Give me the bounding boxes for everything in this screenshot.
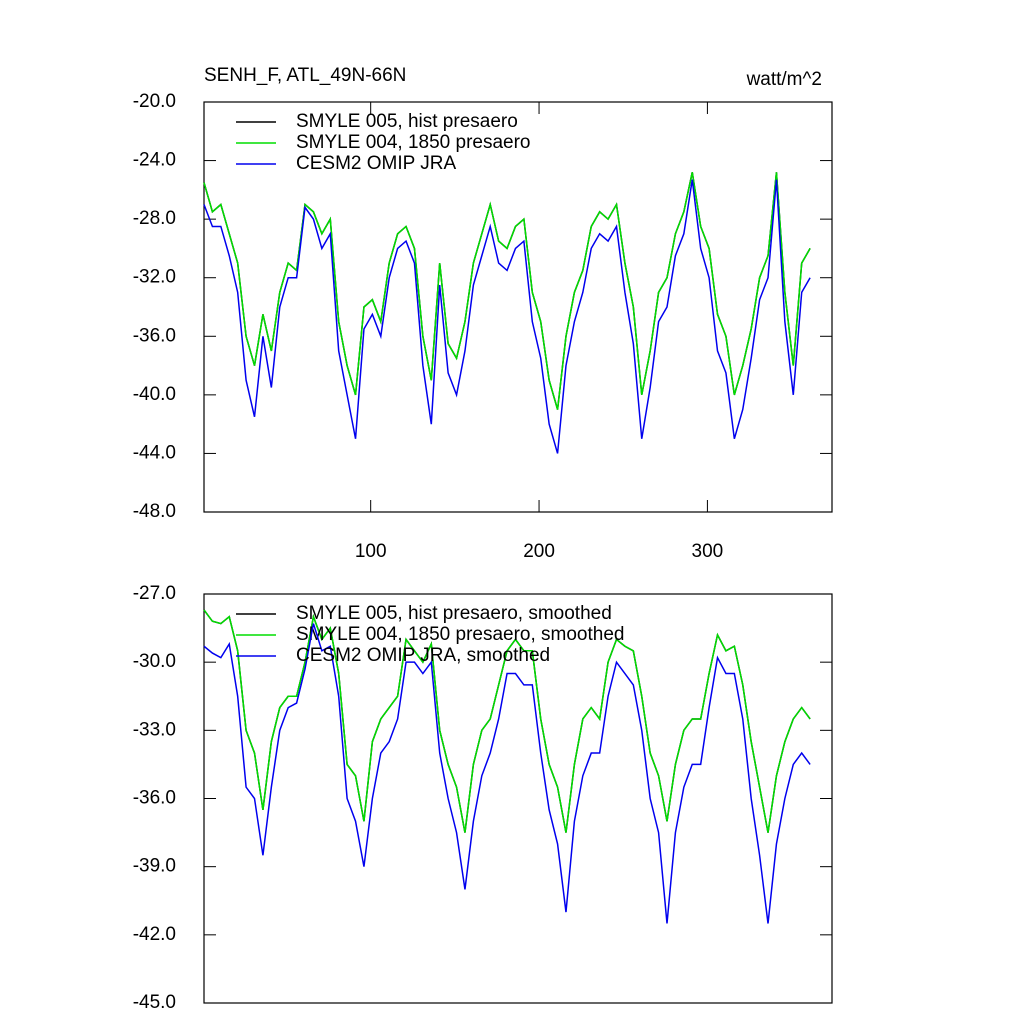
y-tick-label: -42.0 [133,924,176,945]
x-tick-label: 200 [523,541,555,562]
x-tick-label: 100 [355,541,387,562]
y-tick-label: -48.0 [133,501,176,522]
y-tick-label: -45.0 [133,992,176,1013]
y-tick-label: -24.0 [133,150,176,171]
data-line [203,179,811,454]
legend-label: SMYLE 005, hist presaero, smoothed [296,603,612,624]
legend-label: SMYLE 005, hist presaero [296,111,518,132]
y-tick-label: -44.0 [133,442,176,463]
y-tick-label: -36.0 [133,788,176,809]
legend-label: SMYLE 004, 1850 presaero [296,132,531,153]
y-tick-label: -39.0 [133,856,176,877]
x-tick-label: 300 [692,541,724,562]
y-tick-label: -40.0 [133,384,176,405]
y-tick-label: -20.0 [133,91,176,112]
y-tick-label: -36.0 [133,325,176,346]
plot-frame [203,101,833,513]
legend-label: CESM2 OMIP JRA, smoothed [296,645,550,666]
chart-title: SENH_F, ATL_49N-66N [204,65,406,86]
y-tick-label: -33.0 [133,719,176,740]
data-line [203,623,811,924]
y-tick-label: -27.0 [133,583,176,604]
units-label: watt/m^2 [746,69,822,90]
data-line [203,609,811,833]
y-tick-label: -30.0 [133,651,176,672]
data-line [203,172,811,410]
data-line [203,172,811,410]
y-tick-label: -32.0 [133,267,176,288]
legend-label: SMYLE 004, 1850 presaero, smoothed [296,624,624,645]
legend-label: CESM2 OMIP JRA [296,153,456,174]
y-tick-label: -28.0 [133,208,176,229]
